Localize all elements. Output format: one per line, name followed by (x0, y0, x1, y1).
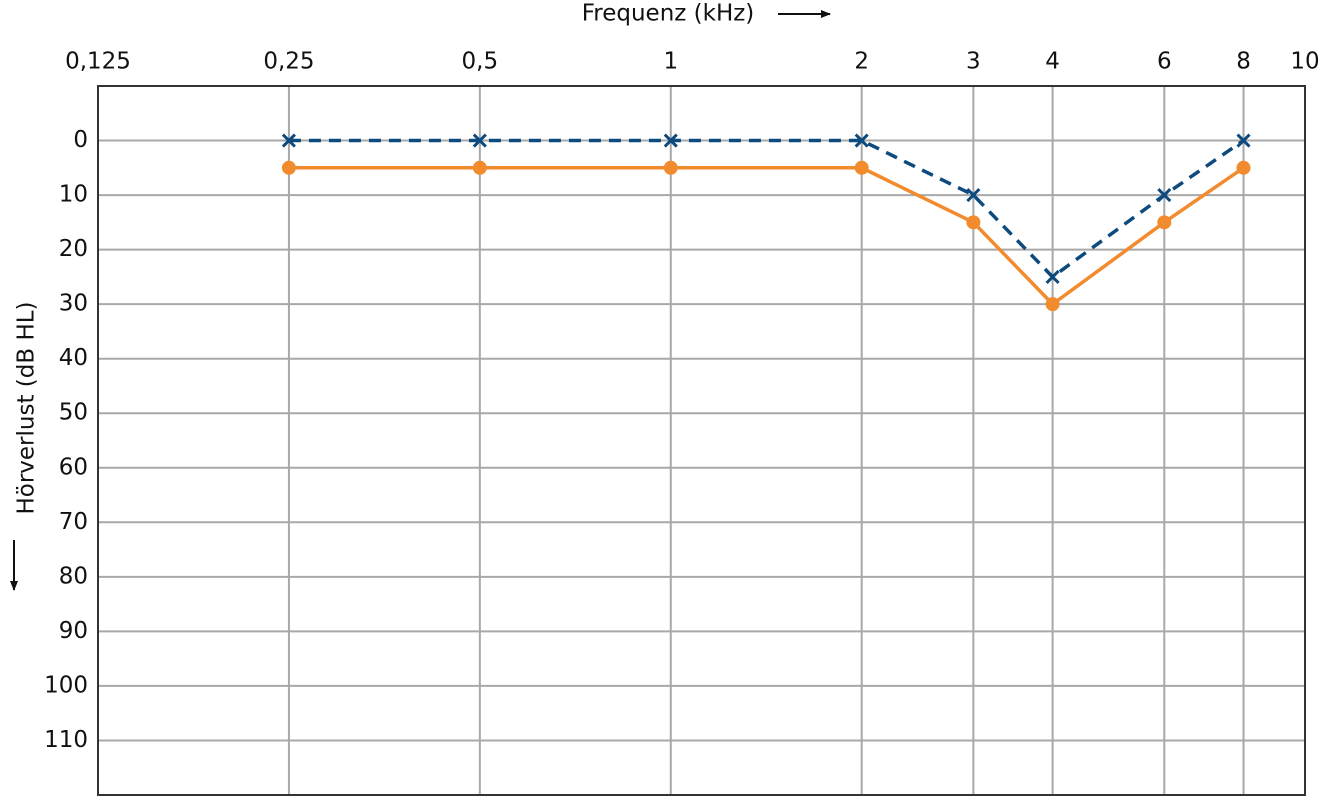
x-tick-label: 4 (1045, 49, 1060, 75)
cross-marker (966, 188, 981, 203)
y-tick-label: 110 (44, 727, 88, 753)
x-tick-label: 1 (663, 49, 678, 75)
x-tick-label: 0,25 (263, 49, 314, 75)
circle-marker (472, 160, 487, 175)
y-axis-title: Hörverlust (dB HL) (14, 301, 40, 514)
circle-marker (966, 215, 981, 230)
cross-marker (1045, 269, 1060, 284)
y-tick-label: 10 (59, 182, 88, 208)
series-line (288, 138, 1245, 280)
x-tick-label: 3 (966, 49, 981, 75)
y-tick-label: 100 (44, 672, 88, 698)
x-tick-label: 0,5 (462, 49, 499, 75)
circle-marker (1045, 297, 1060, 312)
y-tick-label: 30 (59, 291, 88, 317)
x-axis-title: Frequenz (kHz) (582, 1, 755, 27)
x-tick-label: 8 (1236, 49, 1251, 75)
circle-marker (1236, 160, 1251, 175)
x-tick-label: 6 (1157, 49, 1172, 75)
y-tick-label: 50 (59, 400, 88, 426)
y-tick-label: 0 (73, 127, 88, 153)
circle-marker (854, 160, 869, 175)
cross-marker (1157, 188, 1172, 203)
cross-marker (854, 133, 869, 148)
circle-marker (1157, 215, 1172, 230)
circle-marker (663, 160, 678, 175)
cross-marker (472, 133, 487, 148)
series-line (288, 166, 1245, 307)
y-tick-label: 60 (59, 454, 88, 480)
y-tick-label: 20 (59, 236, 88, 262)
x-tick-label: 10 (1290, 49, 1319, 75)
x-tick-label: 0,125 (65, 49, 131, 75)
y-tick-label: 80 (59, 563, 88, 589)
cross-marker (663, 133, 678, 148)
circle-marker (281, 160, 296, 175)
x-tick-label: 2 (854, 49, 869, 75)
y-tick-label: 70 (59, 509, 88, 535)
y-tick-label: 40 (59, 345, 88, 371)
plot-border (97, 85, 1306, 796)
y-tick-label: 90 (59, 618, 88, 644)
cross-marker (281, 133, 296, 148)
cross-marker (1236, 133, 1251, 148)
